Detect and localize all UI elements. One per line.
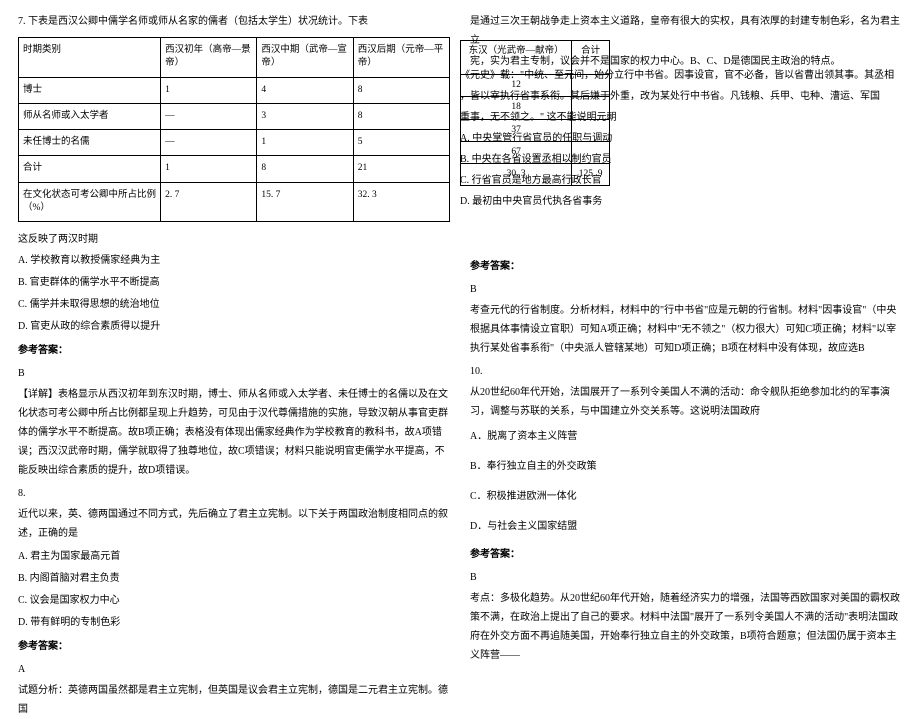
q10-opt-b: B．奉行独立自主的外交政策 bbox=[470, 455, 902, 479]
q10-ans: B bbox=[470, 568, 902, 587]
table-cell: 4 bbox=[257, 77, 353, 103]
table-cell: 合计 bbox=[19, 156, 161, 182]
table-cell: 2. 7 bbox=[161, 182, 257, 222]
q7-th-1: 西汉初年（高帝—景帝） bbox=[161, 38, 257, 78]
q7-th-3: 西汉后期（元帝—平帝） bbox=[353, 38, 449, 78]
table-cell: 1 bbox=[161, 156, 257, 182]
q9-ans-label: 参考答案： bbox=[470, 257, 902, 276]
q7-ans-label: 参考答案： bbox=[18, 341, 450, 360]
q10-intro: 从20世纪60年代开始，法国展开了一系列令美国人不满的活动：命令舰队拒绝参加北约… bbox=[470, 383, 902, 421]
q8-opt-b: B. 内阁首脑对君主负责 bbox=[18, 569, 450, 589]
table-cell: — bbox=[161, 130, 257, 156]
q9-ans: B bbox=[470, 280, 902, 299]
q9-opt-c: C. 行省官员是地方最高行政长官 bbox=[460, 171, 900, 190]
q9-line2: ，皆以宰执行省事系衔。其后嫌于外重，改为某处行中书省。凡钱粮、兵甲、屯种、漕运、… bbox=[460, 87, 900, 106]
table-cell: 博士 bbox=[19, 77, 161, 103]
table-cell: — bbox=[161, 103, 257, 129]
q10-num: 10. bbox=[470, 362, 902, 381]
q8-ans-label: 参考答案： bbox=[18, 637, 450, 656]
q10-opt-c: C．积极推进欧洲一体化 bbox=[470, 485, 902, 509]
q9-opt-b: B. 中央在各省设置丞相以制约官员 bbox=[460, 150, 900, 169]
q7-opt-b: B. 官吏群体的儒学水平不断提高 bbox=[18, 273, 450, 293]
q8-num: 8. bbox=[18, 484, 450, 503]
table-cell: 8 bbox=[353, 77, 449, 103]
q8-ans: A bbox=[18, 660, 450, 679]
table-cell: 8 bbox=[257, 156, 353, 182]
table-cell: 32. 3 bbox=[353, 182, 449, 222]
table-cell: 师从名师或入太学者 bbox=[19, 103, 161, 129]
q7-opt-a: A. 学校教育以教授儒家经典为主 bbox=[18, 251, 450, 271]
q9-opt-a: A. 中央掌管行省官员的任职与调动 bbox=[460, 129, 900, 148]
q7-th-2: 西汉中期（武帝—宣帝） bbox=[257, 38, 353, 78]
q7-table: 时期类别 西汉初年（高帝—景帝） 西汉中期（武帝—宣帝） 西汉后期（元帝—平帝）… bbox=[18, 37, 450, 222]
q8-opt-a: A. 君主为国家最高元首 bbox=[18, 547, 450, 567]
q7-opt-d: D. 官吏从政的综合素质得以提升 bbox=[18, 317, 450, 337]
q10-opt-a: A．脱离了资本主义阵营 bbox=[470, 425, 902, 449]
q7-opt-c: C. 儒学并未取得思想的统治地位 bbox=[18, 295, 450, 315]
table-cell: 在文化状态可考公卿中所占比例（%） bbox=[19, 182, 161, 222]
q10-ans-label: 参考答案： bbox=[470, 545, 902, 564]
q8-opt-c: C. 议会是国家权力中心 bbox=[18, 591, 450, 611]
q7-th-0: 时期类别 bbox=[19, 38, 161, 78]
q9-opt-d: D. 最初由中央官员代执各省事务 bbox=[460, 192, 900, 211]
q9-line3: 重事，无不领之。" 这不能说明元朝 bbox=[460, 108, 900, 127]
table-cell: 5 bbox=[353, 130, 449, 156]
q9-explain: 考查元代的行省制度。分析材料，材料中的"行中书省"应是元朝的行省制。材料"因事设… bbox=[470, 301, 902, 358]
table-cell: 1 bbox=[161, 77, 257, 103]
q8-explain: 试题分析：英德两国虽然都是君主立宪制，但英国是议会君主立宪制，德国是二元君主立宪… bbox=[18, 681, 450, 719]
q7-intro: 7. 下表是西汉公卿中儒学名师或师从名家的儒者（包括太学生）状况统计。下表 bbox=[18, 12, 450, 31]
table-cell: 3 bbox=[257, 103, 353, 129]
q10-explain: 考点：多极化趋势。从20世纪60年代开始，随着经济实力的增强，法国等西欧国家对美… bbox=[470, 589, 902, 665]
q8-opt-d: D. 带有鲜明的专制色彩 bbox=[18, 613, 450, 633]
q7-tail: 这反映了两汉时期 bbox=[18, 230, 450, 249]
table-cell: 15. 7 bbox=[257, 182, 353, 222]
q8-intro: 近代以来，英、德两国通过不同方式，先后确立了君主立宪制。以下关于两国政治制度相同… bbox=[18, 505, 450, 543]
q7-explain: 【详解】表格显示从西汉初年到东汉时期，博士、师从名师或入太学者、未任博士的名儒以… bbox=[18, 385, 450, 480]
table-cell: 8 bbox=[353, 103, 449, 129]
table-cell: 1 bbox=[257, 130, 353, 156]
table-cell: 未任博士的名儒 bbox=[19, 130, 161, 156]
q10-opt-d: D．与社会主义国家结盟 bbox=[470, 515, 902, 539]
q7-ans: B bbox=[18, 364, 450, 383]
q9-line1: 《元史》载："中统、至元间，始分立行中书省。因事设官，官不必备，皆以省曹出领其事… bbox=[460, 66, 900, 85]
table-cell: 21 bbox=[353, 156, 449, 182]
